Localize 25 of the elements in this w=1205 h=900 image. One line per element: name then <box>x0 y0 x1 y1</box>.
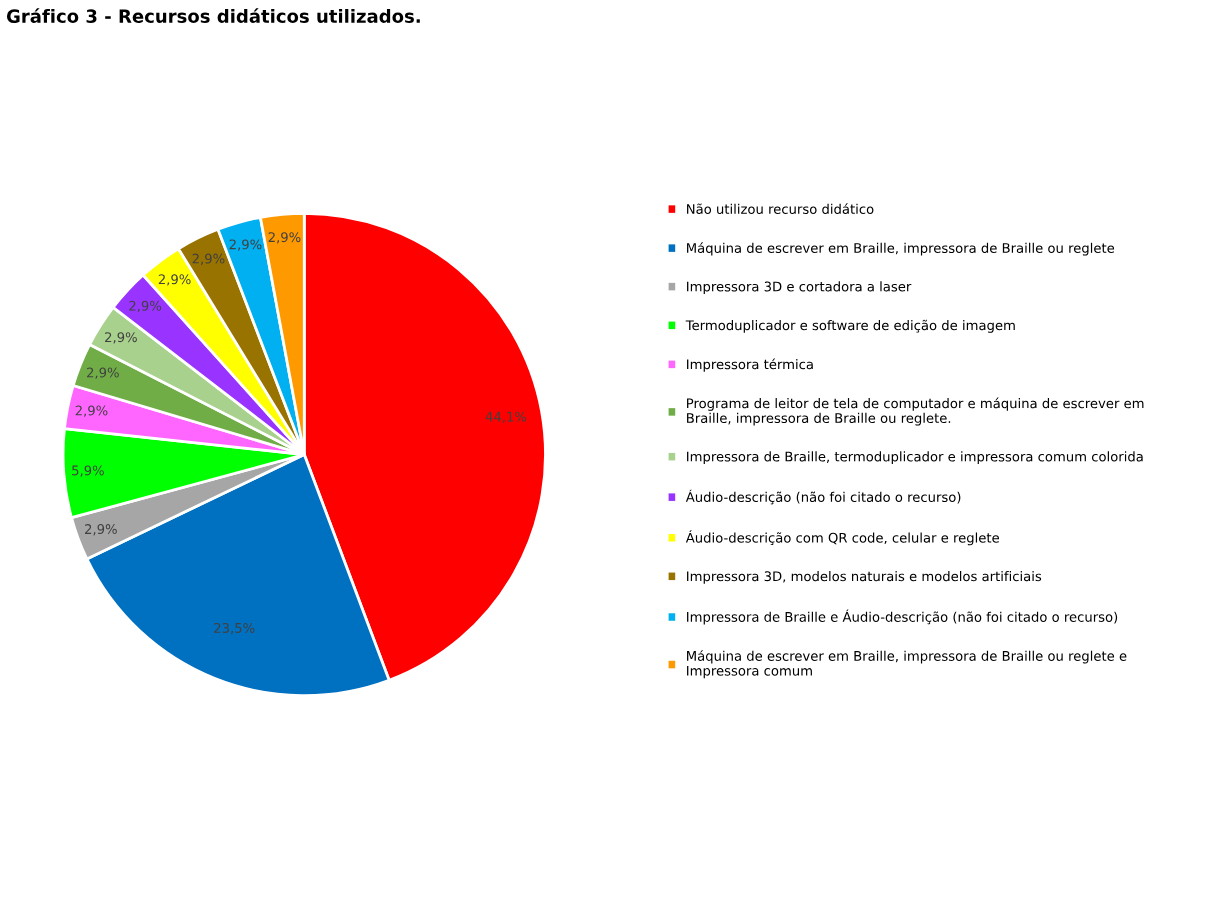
legend-label: Programa de leitor de tela de computador e máquina de escrever em Braille, impressora de Braille ou reglete. <box>687 397 1144 426</box>
legend-label: Impressora térmica <box>687 358 813 372</box>
data-label: 2,9% <box>85 524 117 536</box>
data-label: 23,5% <box>214 622 255 635</box>
data-label: 2,9% <box>129 300 162 313</box>
chart-title: Gráfico 3 - Recursos didáticos utilizados. <box>6 8 420 23</box>
data-label: 2,9% <box>87 367 119 379</box>
legend-label: Termoduplicador e software de edição de imagem <box>685 319 1015 333</box>
data-label: 44,1% <box>485 411 527 424</box>
data-label: 2,9% <box>268 232 301 244</box>
data-label: 2,9% <box>105 332 137 344</box>
data-label: 2,9% <box>229 239 262 251</box>
legend-label: Áudio-descrição com QR code, celular e reglete <box>685 530 999 546</box>
data-label: 2,9% <box>75 405 108 417</box>
legend-label: Máquina de escrever em Braille, impressora de Braille ou reglete <box>687 242 1115 256</box>
data-label: 2,9% <box>192 253 225 265</box>
legend-label: Áudio-descrição (não foi citado o recurso) <box>685 489 961 505</box>
legend-label: Impressora 3D e cortadora a laser <box>687 281 912 295</box>
data-label: 2,9% <box>158 274 191 286</box>
data-label: 5,9% <box>72 465 104 477</box>
legend-label: Máquina de escrever em Braille, impressora de Braille ou reglete e Impressora comum <box>687 650 1127 679</box>
legend-label: Não utilizou recurso didático <box>687 203 874 214</box>
legend-label: Impressora de Braille, termoduplicador e impressora comum colorida <box>687 451 1143 465</box>
legend-label: Impressora 3D, modelos naturais e modelos artificiais <box>687 570 1042 584</box>
legend-label: Impressora de Braille e Áudio-descrição (não foi citado o recurso) <box>687 609 1118 625</box>
